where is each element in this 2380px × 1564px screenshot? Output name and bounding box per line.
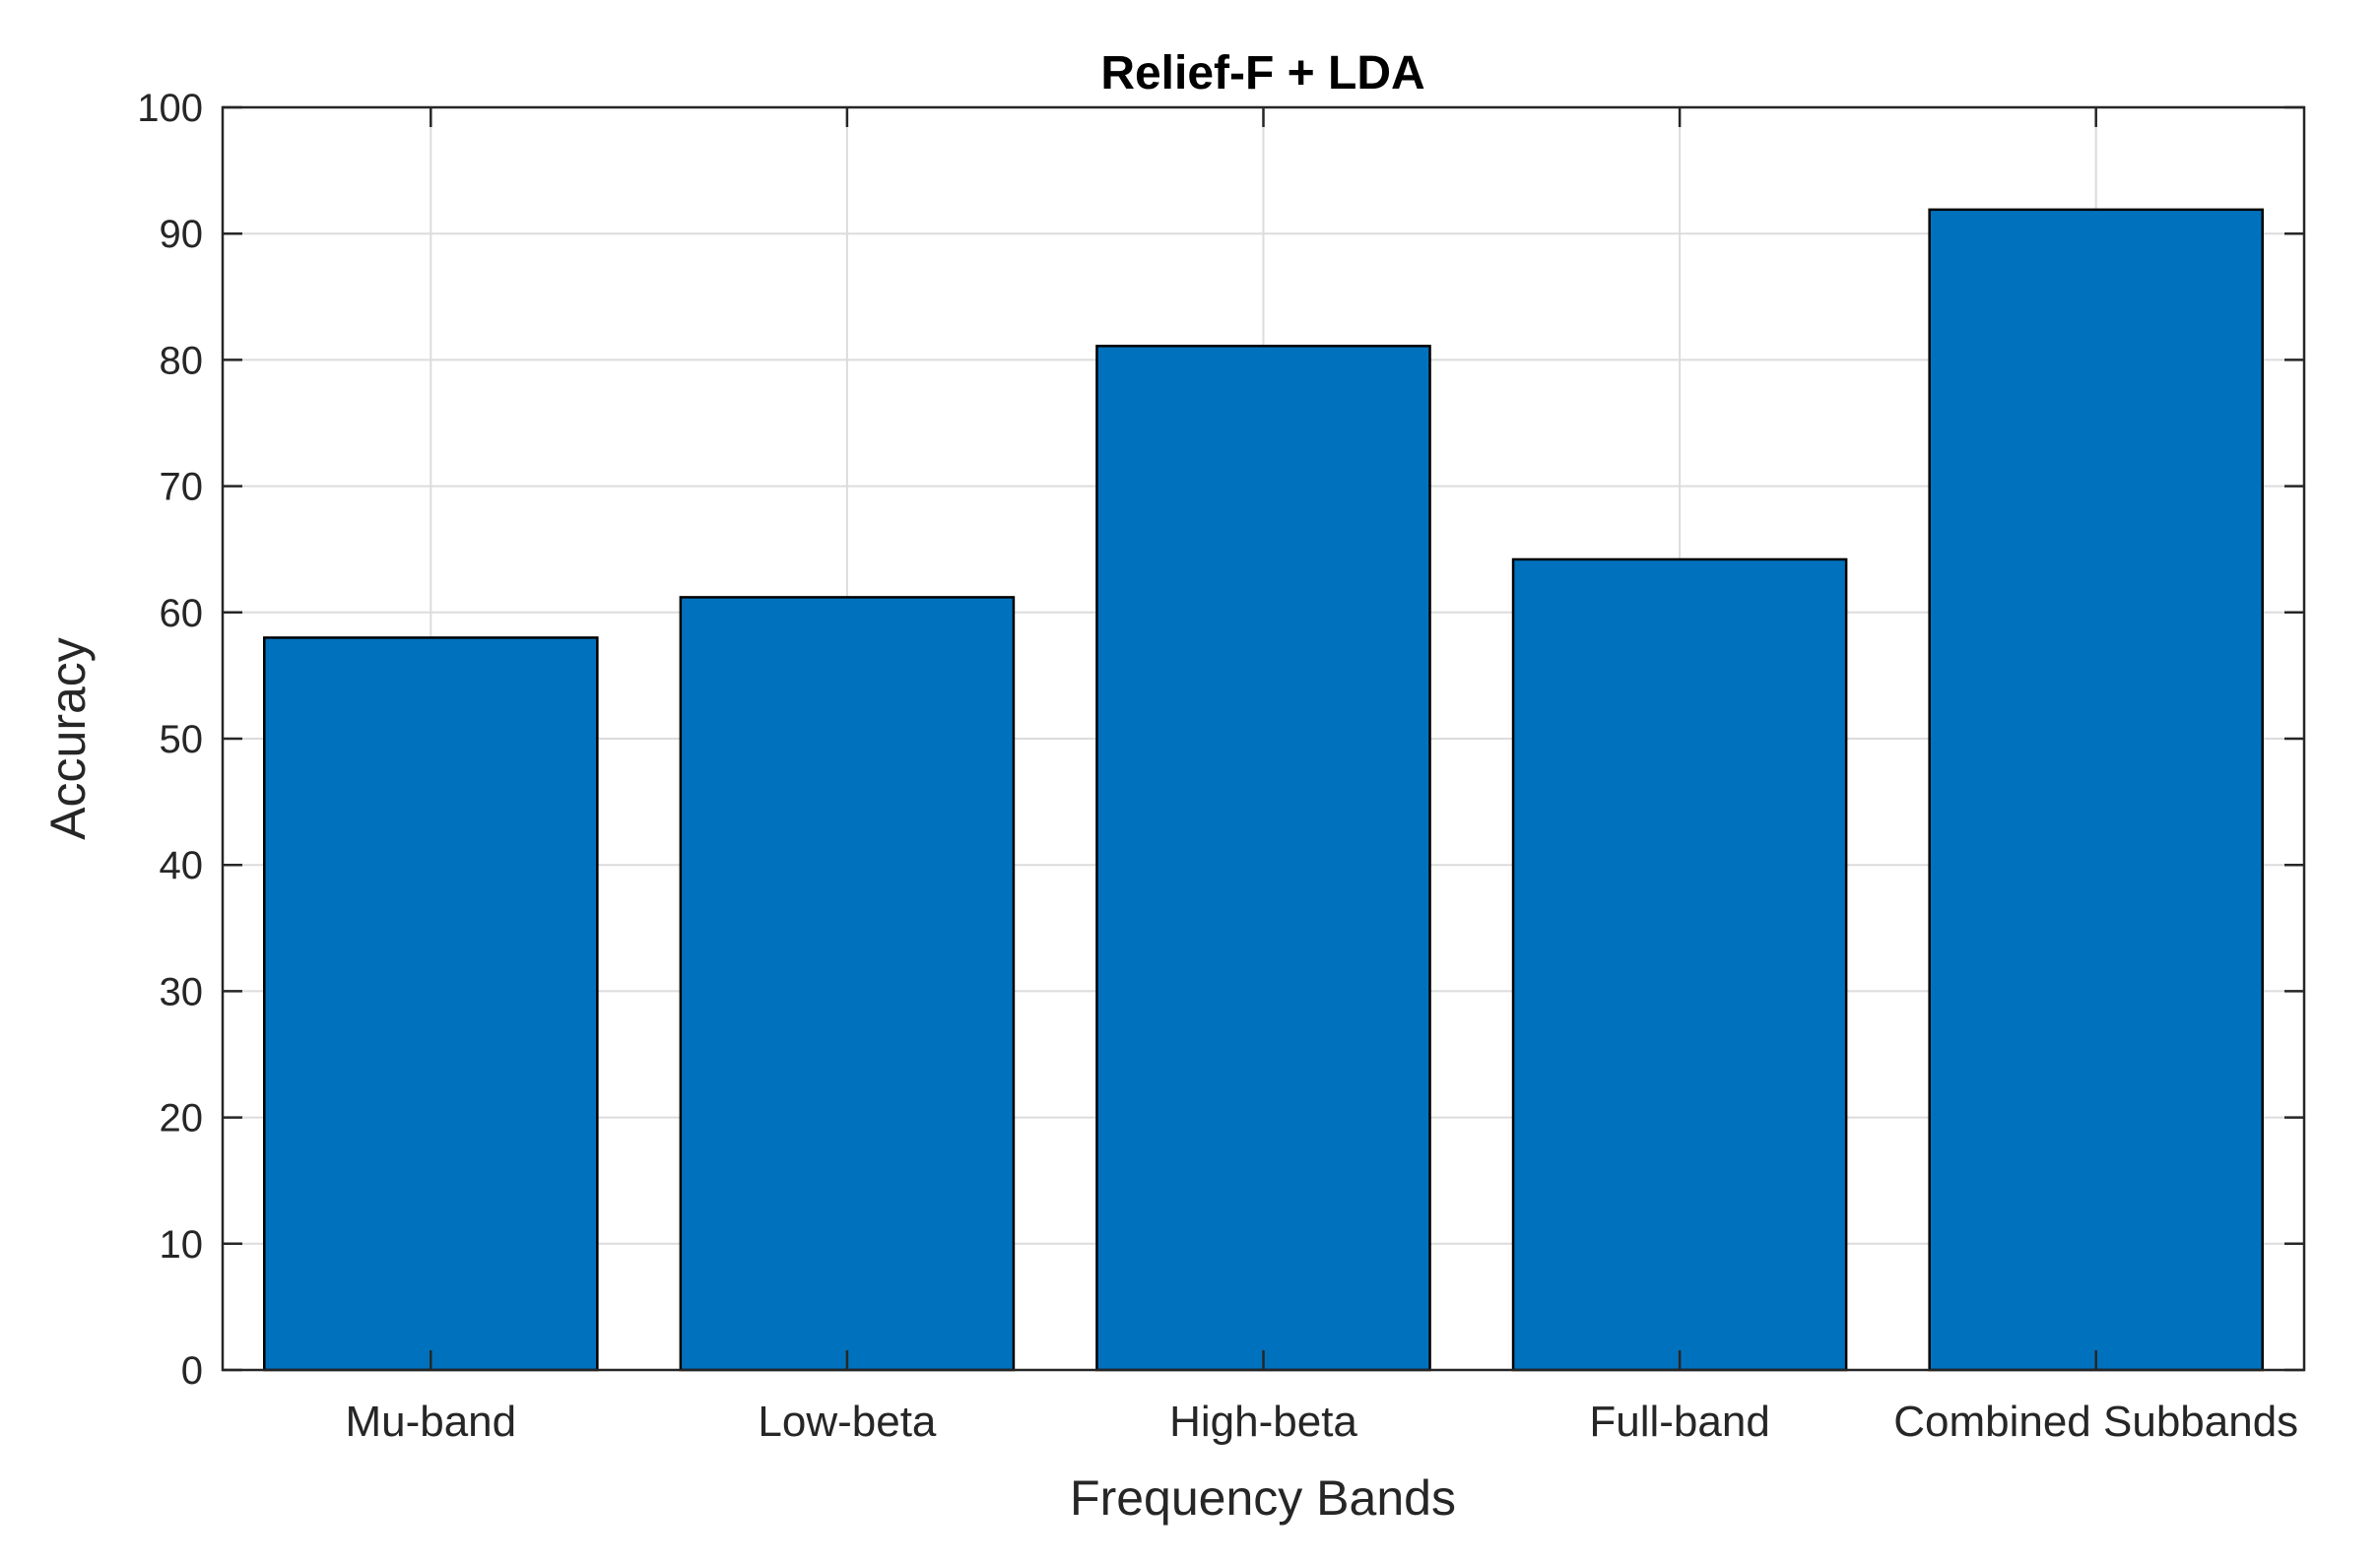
y-tick-label: 30 — [160, 970, 204, 1013]
bar-high-beta — [1095, 345, 1431, 1372]
y-tick-label: 100 — [137, 87, 203, 130]
y-tick-label: 10 — [160, 1223, 204, 1267]
x-tick-label: Mu-band — [345, 1398, 516, 1446]
y-tick-label: 90 — [160, 213, 204, 256]
y-axis-label: Accuracy — [40, 637, 96, 840]
bar-full-band — [1511, 557, 1848, 1372]
y-tick-label: 20 — [160, 1097, 204, 1140]
bars — [263, 208, 2264, 1372]
x-tick-label: Combined Subbands — [1893, 1398, 2298, 1446]
y-tick-label: 50 — [160, 718, 204, 761]
x-tick-label: Full-band — [1589, 1398, 1769, 1446]
y-tick-label: 40 — [160, 844, 204, 887]
x-axis-label: Frequency Bands — [1070, 1470, 1456, 1526]
bar-mu-band — [263, 636, 599, 1372]
y-tick-label: 70 — [160, 466, 204, 509]
bar-low-beta — [679, 596, 1016, 1372]
bar-combined-subbands — [1928, 208, 2264, 1372]
chart-title: Relief-F + LDA — [1100, 47, 1424, 99]
x-tick-label: Low-beta — [758, 1398, 937, 1446]
y-tick-label: 60 — [160, 592, 204, 635]
x-tick-label: High-beta — [1169, 1398, 1357, 1446]
y-tick-label: 0 — [181, 1349, 203, 1393]
axes: 0 10 20 30 40 50 60 70 80 90 100 Mu-band Low-beta Hig… — [137, 87, 2306, 1446]
y-tick-label: 80 — [160, 339, 204, 382]
